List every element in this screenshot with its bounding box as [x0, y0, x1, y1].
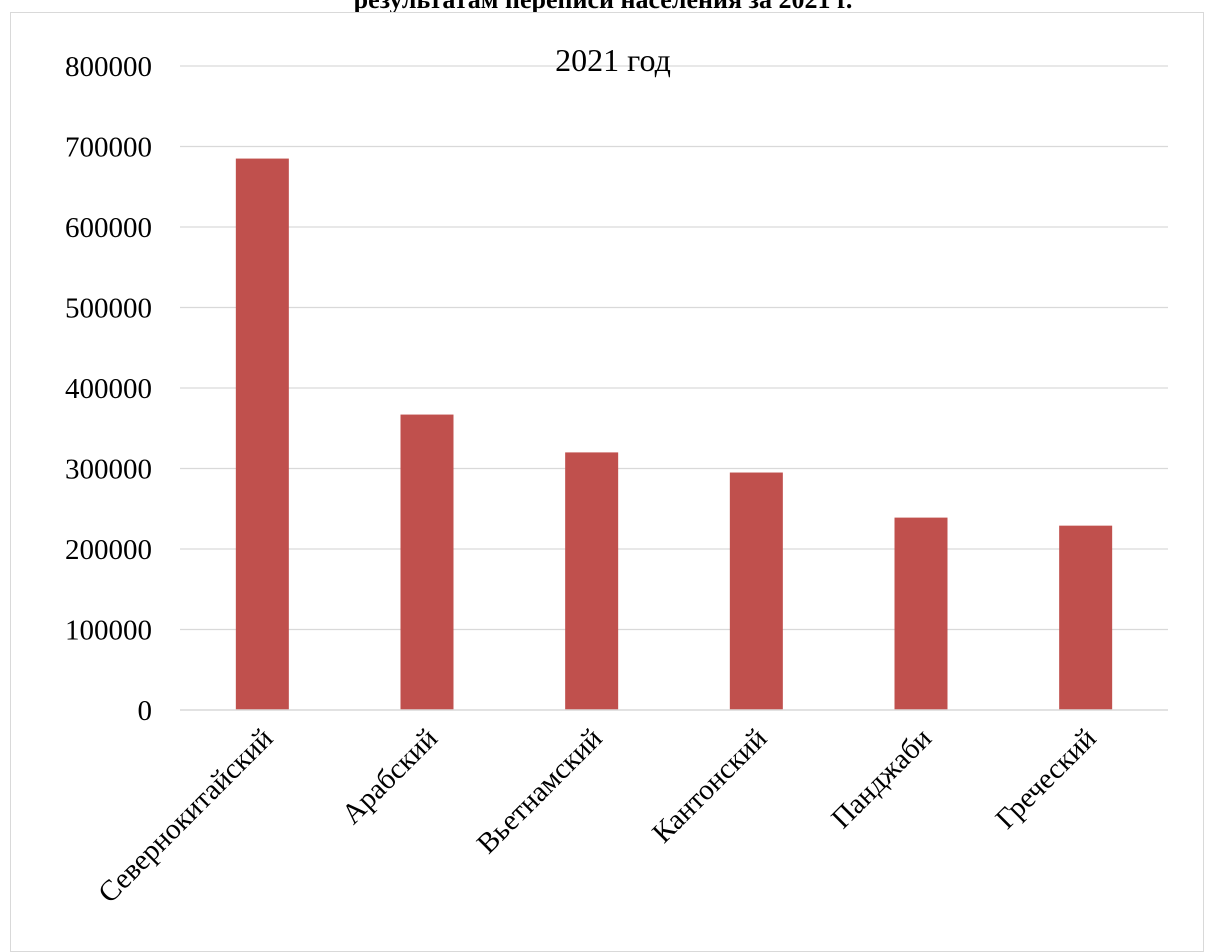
x-tick-label: Севернокитайский — [92, 722, 279, 909]
y-tick-label: 0 — [138, 695, 153, 727]
x-tick-label: Кантонский — [646, 722, 773, 849]
bar-chart: 0 100000 200000 300000 400000 500000 600000 700… — [65, 42, 1168, 909]
x-tick-label: Арабский — [336, 722, 444, 830]
gridlines — [180, 65, 1168, 631]
y-axis-tick-labels: 0 100000 200000 300000 400000 500000 600000 700… — [65, 51, 152, 727]
bar — [729, 472, 783, 710]
bar — [1059, 525, 1113, 710]
x-tick-label: Греческий — [990, 722, 1103, 835]
y-tick-label: 100000 — [65, 615, 152, 647]
bar — [894, 517, 948, 710]
y-tick-label: 600000 — [65, 212, 152, 244]
x-axis-tick-labels: Севернокитайский Арабский Вьетнамский Канто… — [92, 722, 1102, 909]
x-tick-label: Панджаби — [825, 722, 938, 835]
y-tick-label: 200000 — [65, 534, 152, 566]
y-tick-label: 700000 — [65, 132, 152, 164]
y-tick-label: 400000 — [65, 373, 152, 405]
bar — [235, 158, 289, 710]
y-tick-label: 300000 — [65, 454, 152, 486]
bar — [400, 414, 454, 710]
y-tick-label: 800000 — [65, 51, 152, 83]
bar — [565, 452, 619, 710]
chart-caption: результатам переписи населения за 2021 г… — [0, 0, 1206, 15]
chart-title: 2021 год — [555, 42, 671, 78]
y-tick-label: 500000 — [65, 293, 152, 325]
bars — [235, 158, 1113, 710]
x-tick-label: Вьетнамский — [471, 722, 609, 860]
